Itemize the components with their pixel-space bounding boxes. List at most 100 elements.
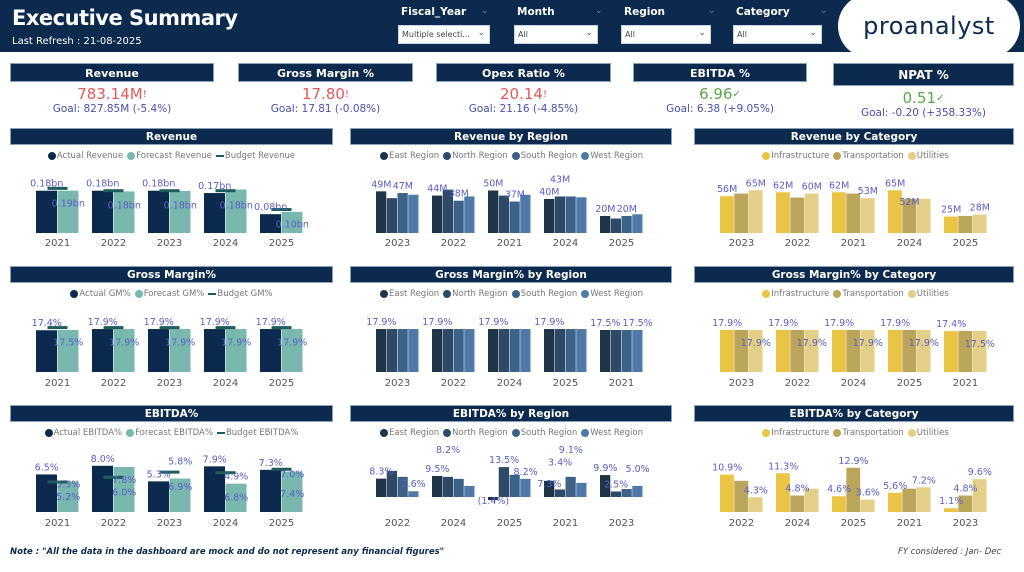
bar[interactable] (734, 329, 749, 372)
legend-item[interactable]: South Region (511, 289, 577, 299)
legend-item[interactable]: Infrastructure (762, 151, 829, 161)
bar[interactable] (554, 489, 565, 497)
legend-item[interactable]: Forecast Revenue (127, 151, 212, 161)
bar[interactable] (36, 474, 57, 512)
bar[interactable] (57, 330, 79, 372)
month-dropdown[interactable]: All ⌄ (514, 25, 598, 44)
legend-item[interactable]: Utilities (907, 289, 949, 299)
bar[interactable] (408, 491, 419, 497)
bar[interactable] (804, 488, 819, 512)
bar[interactable] (464, 485, 475, 497)
bar[interactable] (509, 474, 520, 497)
bar[interactable] (509, 201, 520, 233)
bar[interactable] (544, 329, 555, 372)
bar[interactable] (860, 499, 875, 512)
bar[interactable] (748, 329, 763, 372)
bar[interactable] (544, 199, 555, 233)
budget-marker[interactable] (159, 189, 180, 193)
category-dropdown[interactable]: All ⌄ (733, 25, 822, 44)
bar[interactable] (790, 495, 805, 512)
bar[interactable] (281, 211, 303, 233)
bar[interactable] (972, 214, 987, 233)
bar[interactable] (832, 192, 846, 233)
budget-marker[interactable] (215, 189, 236, 193)
fiscal-year-dropdown[interactable]: Multiple selecti... ⌄ (398, 25, 490, 44)
bar[interactable] (776, 473, 790, 512)
region-dropdown[interactable]: All ⌄ (621, 25, 711, 44)
bar[interactable] (944, 331, 958, 372)
bar[interactable] (92, 329, 113, 372)
bar[interactable] (36, 330, 57, 372)
bar[interactable] (916, 329, 931, 372)
bar[interactable] (600, 475, 611, 497)
legend-item[interactable]: Budget EBITDA% (216, 428, 298, 438)
legend-item[interactable]: South Region (511, 428, 577, 438)
bar[interactable] (958, 495, 973, 512)
bar[interactable] (846, 467, 861, 512)
bar[interactable] (916, 198, 931, 233)
bar[interactable] (632, 214, 643, 233)
bar[interactable] (554, 196, 565, 233)
bar[interactable] (169, 478, 191, 512)
bar[interactable] (408, 194, 419, 233)
bar[interactable] (260, 469, 281, 512)
bar[interactable] (734, 480, 749, 512)
legend-item[interactable]: Forecast GM% (134, 289, 204, 299)
legend-item[interactable]: East Region (380, 151, 439, 161)
bar[interactable] (902, 198, 917, 233)
bar[interactable] (113, 329, 135, 372)
bar[interactable] (148, 329, 169, 372)
bar[interactable] (260, 329, 281, 372)
budget-marker[interactable] (159, 326, 180, 330)
bar[interactable] (169, 329, 191, 372)
bar[interactable] (148, 190, 169, 233)
bar[interactable] (734, 193, 749, 233)
bar[interactable] (846, 329, 861, 372)
legend-item[interactable]: West Region (581, 289, 643, 299)
bar[interactable] (632, 330, 643, 372)
bar[interactable] (464, 196, 475, 233)
bar[interactable] (432, 195, 443, 233)
bar[interactable] (464, 329, 475, 372)
bar[interactable] (544, 480, 555, 497)
legend-item[interactable]: South Region (511, 151, 577, 161)
bar[interactable] (520, 478, 531, 497)
bar[interactable] (376, 329, 387, 372)
chevron-down-icon[interactable]: ⌄ (820, 6, 828, 16)
bar[interactable] (453, 478, 464, 497)
bar[interactable] (916, 487, 931, 512)
bar[interactable] (520, 194, 531, 233)
bar[interactable] (958, 215, 973, 233)
legend-item[interactable]: North Region (443, 151, 508, 161)
bar[interactable] (748, 190, 763, 233)
bar[interactable] (113, 191, 135, 233)
bar[interactable] (565, 196, 576, 233)
bar[interactable] (944, 508, 958, 512)
bar[interactable] (225, 189, 247, 233)
bar[interactable] (432, 329, 443, 372)
bar[interactable] (621, 330, 632, 372)
legend-item[interactable]: Forecast EBITDA% (126, 428, 213, 438)
budget-marker[interactable] (103, 475, 124, 479)
bar[interactable] (442, 476, 453, 497)
legend-item[interactable]: Transportation (833, 428, 904, 438)
budget-marker[interactable] (103, 326, 124, 330)
chevron-down-icon[interactable]: ⌄ (481, 6, 489, 16)
bar[interactable] (498, 467, 509, 497)
budget-marker[interactable] (271, 208, 292, 211)
bar[interactable] (804, 193, 819, 233)
budget-marker[interactable] (271, 326, 292, 330)
legend-item[interactable]: East Region (380, 289, 439, 299)
bar[interactable] (600, 330, 611, 372)
budget-marker[interactable] (215, 471, 236, 475)
budget-marker[interactable] (215, 326, 236, 330)
legend-item[interactable]: Infrastructure (762, 289, 829, 299)
bar[interactable] (565, 476, 576, 497)
bar[interactable] (576, 197, 587, 233)
bar[interactable] (610, 491, 621, 497)
bar[interactable] (397, 329, 408, 372)
bar[interactable] (453, 200, 464, 233)
bar[interactable] (386, 329, 397, 372)
bar[interactable] (488, 329, 499, 372)
bar[interactable] (576, 482, 587, 497)
